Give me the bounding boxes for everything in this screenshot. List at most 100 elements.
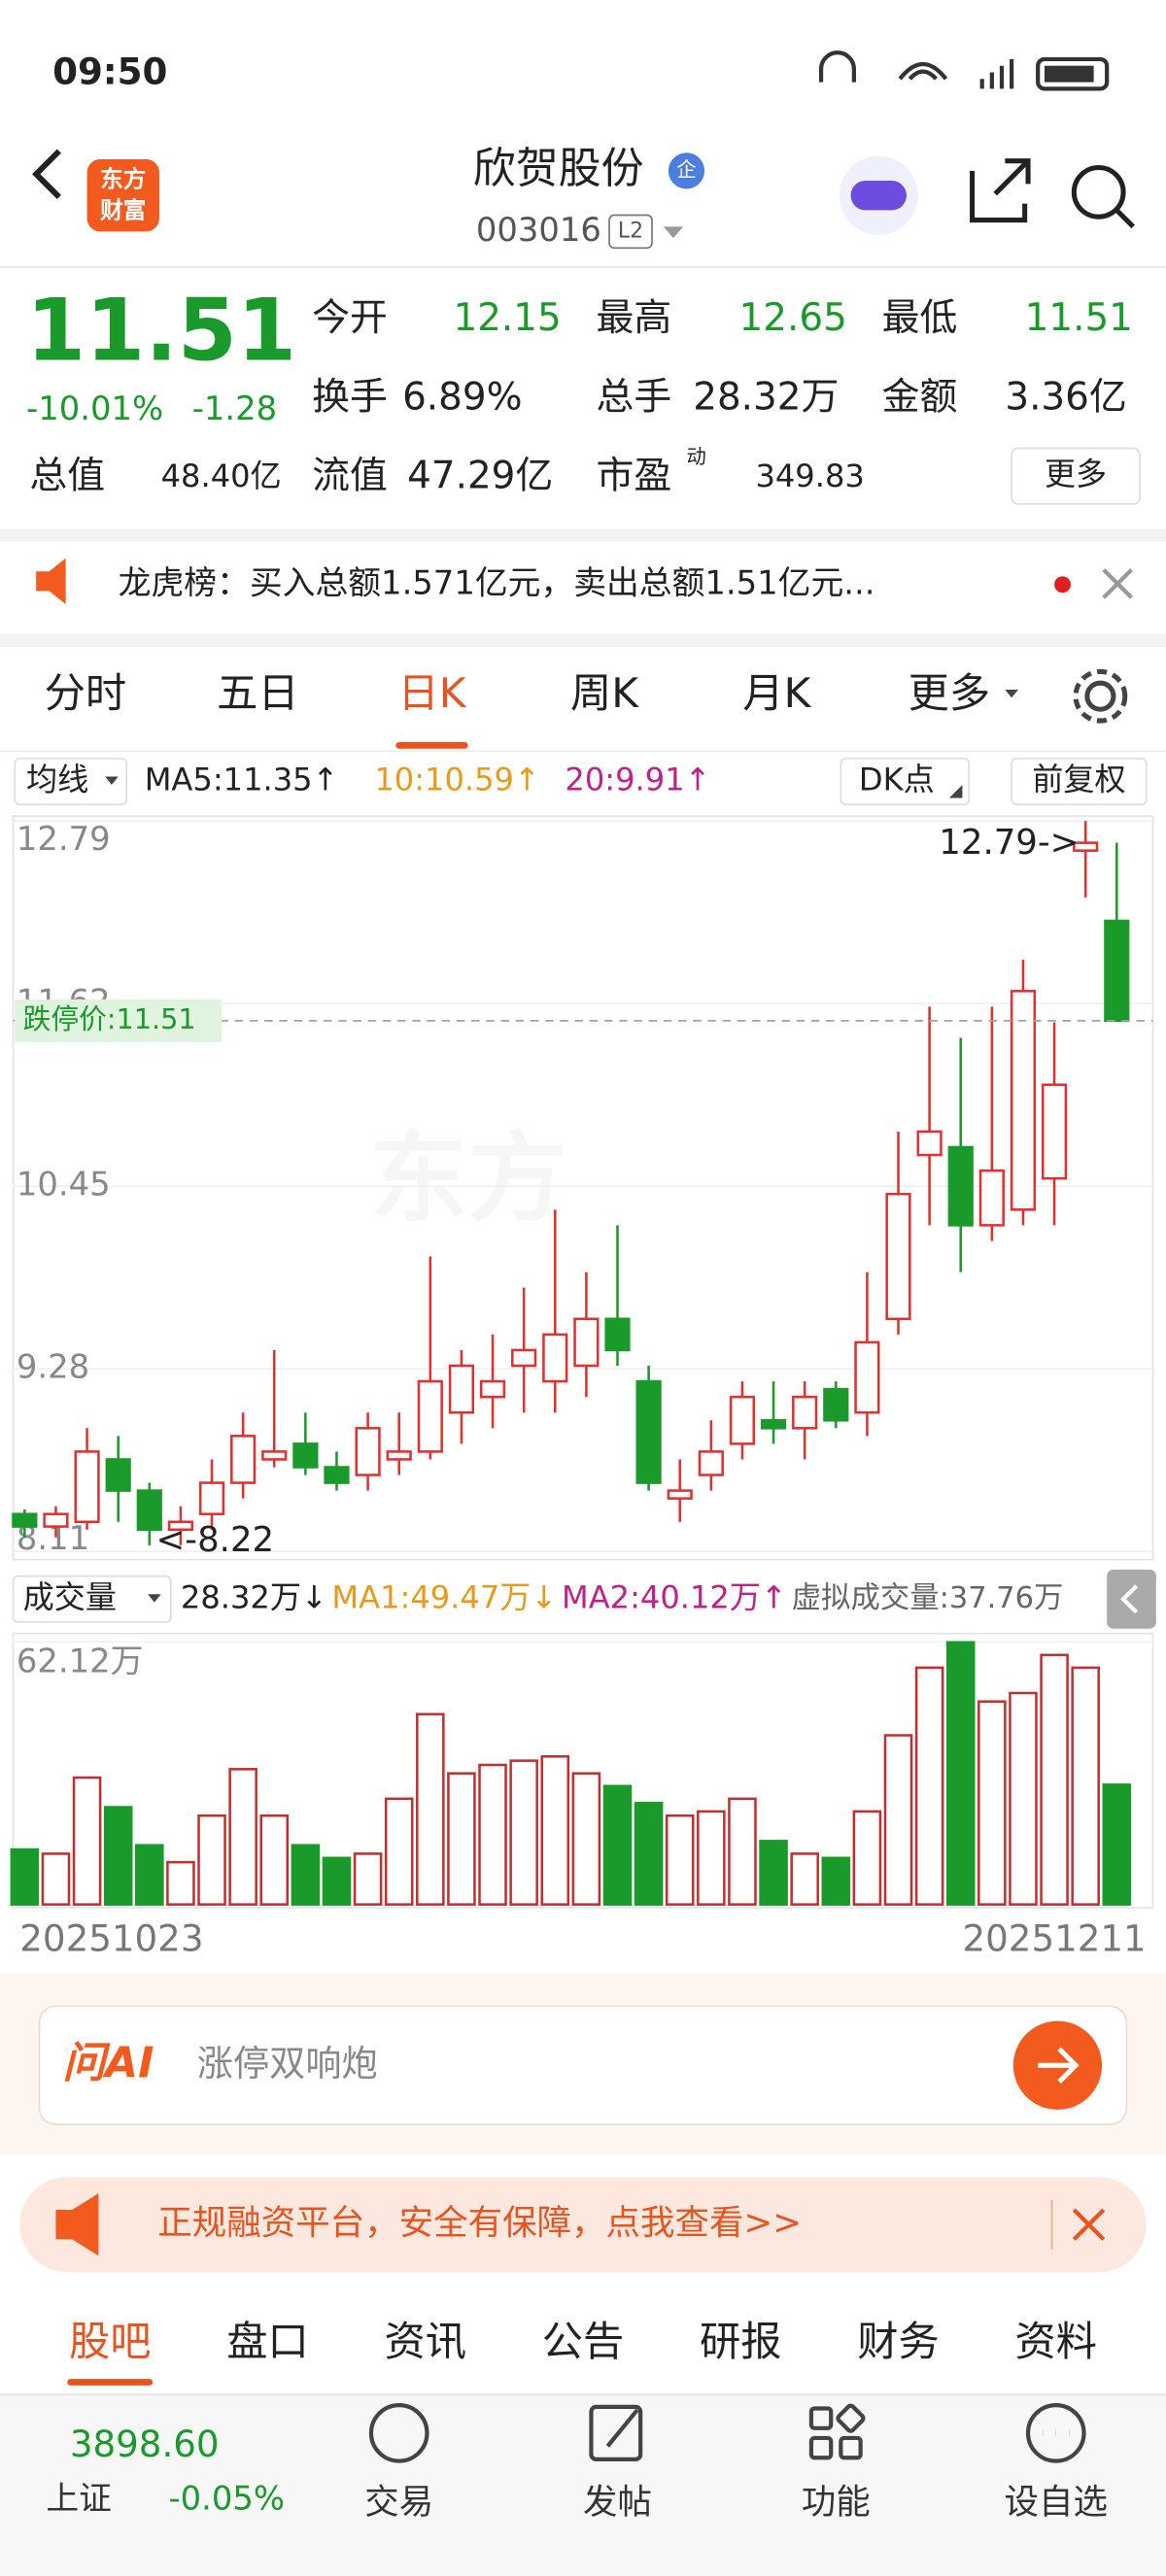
divider bbox=[0, 265, 1166, 268]
candle-body bbox=[1041, 1083, 1068, 1180]
limit-label: 跌停价:11.51 bbox=[23, 1002, 196, 1035]
volume-bar bbox=[945, 1641, 976, 1906]
notice-close[interactable] bbox=[1102, 568, 1134, 599]
y-tick-label: 12.79 bbox=[17, 820, 111, 858]
candle-body bbox=[198, 1481, 225, 1515]
bottom-bar bbox=[0, 2393, 1166, 2576]
tab-underline bbox=[395, 742, 468, 749]
ask-ai-brand: 问AI bbox=[62, 2038, 154, 2087]
candle-body bbox=[698, 1450, 724, 1476]
price-chart: 12.7911.6210.459.288.11跌停价:11.5112.79-><… bbox=[12, 820, 1153, 1560]
candle-body bbox=[12, 1512, 38, 1528]
fq-box[interactable] bbox=[1011, 758, 1148, 806]
dk-label: DK点 bbox=[859, 762, 935, 798]
period-tab[interactable]: 周K bbox=[570, 669, 639, 717]
volume-bar bbox=[821, 1856, 851, 1906]
volume-selector-box[interactable] bbox=[12, 1575, 172, 1623]
more-button[interactable] bbox=[1011, 447, 1141, 505]
candle-body bbox=[823, 1387, 849, 1422]
badge: 企 bbox=[676, 157, 696, 181]
sub-tab[interactable]: 财务 bbox=[857, 2318, 940, 2365]
high-annotation: 12.79-> bbox=[939, 823, 1079, 863]
badge-bg bbox=[668, 153, 705, 189]
banner-close[interactable] bbox=[1072, 2208, 1106, 2241]
volume-bar bbox=[1040, 1653, 1069, 1906]
volume-bar bbox=[665, 1813, 695, 1906]
volume-bar bbox=[1071, 1666, 1100, 1906]
candle-body bbox=[573, 1317, 600, 1368]
bottom-item[interactable]: 设自选 bbox=[1005, 2483, 1108, 2523]
ask-ai-box[interactable] bbox=[38, 2005, 1128, 2125]
volume-selector: 成交量 bbox=[23, 1578, 117, 1615]
field-value: 6.89% bbox=[402, 375, 522, 419]
virtual-volume: 虚拟成交量:37.76万 bbox=[792, 1581, 1064, 1615]
candle-body bbox=[261, 1450, 288, 1461]
banner[interactable] bbox=[19, 2177, 1147, 2273]
avatar-face bbox=[850, 181, 907, 211]
volume-bar bbox=[1102, 1783, 1132, 1906]
volume-chart: 62.12万 20251023 20251211 bbox=[10, 1641, 1153, 1959]
quote-fields: 今开 12.15 最高 12.65 最低 11.51 换手 6.89% 总手 28.32万 金额 3.… bbox=[29, 296, 1132, 497]
ma20: 20:9.91↑ bbox=[565, 762, 710, 798]
volume-bar bbox=[509, 1759, 538, 1906]
field-value: 12.65 bbox=[739, 296, 847, 340]
field-label: 总值 bbox=[29, 454, 105, 497]
ma-selector: 均线 bbox=[26, 762, 88, 798]
candle-body bbox=[74, 1450, 100, 1524]
volume-bar bbox=[166, 1860, 195, 1906]
search-button[interactable] bbox=[1071, 164, 1135, 229]
y-tick-label: 10.45 bbox=[17, 1166, 111, 1203]
period-tab[interactable]: 分时 bbox=[45, 669, 127, 717]
dk-box[interactable] bbox=[840, 758, 971, 806]
volume-bar bbox=[322, 1856, 352, 1906]
ma10: 10:10.59↑ bbox=[374, 762, 540, 798]
sub-tab[interactable]: 盘口 bbox=[226, 2318, 309, 2365]
sub-tab[interactable]: 公告 bbox=[542, 2318, 624, 2365]
field-label: 总手 bbox=[597, 375, 672, 419]
limit-label-bg bbox=[15, 999, 223, 1042]
notice[interactable]: 龙虎榜：买入总额1.571亿元，卖出总额1.51亿元... bbox=[119, 563, 875, 601]
candle-body bbox=[760, 1419, 787, 1430]
volume-bar bbox=[977, 1700, 1007, 1906]
volume-bar bbox=[353, 1852, 383, 1906]
logo-line: 财富 bbox=[100, 197, 146, 224]
field-label: 市盈 bbox=[597, 454, 672, 497]
candle-body bbox=[386, 1450, 412, 1461]
candle-body bbox=[1073, 841, 1099, 852]
sub-tab[interactable]: 股吧 bbox=[69, 2318, 152, 2365]
settings-button[interactable] bbox=[1073, 668, 1128, 724]
band bbox=[0, 528, 1166, 542]
volume-bar bbox=[10, 1847, 40, 1906]
stock-name: 欣贺股份 bbox=[473, 144, 644, 193]
sub-tab-underline bbox=[67, 2379, 154, 2386]
divider bbox=[1050, 2199, 1053, 2250]
watermark: 东方 bbox=[369, 1121, 566, 1236]
sub-tab[interactable]: 资讯 bbox=[384, 2318, 466, 2365]
bottom-item[interactable]: 发帖 bbox=[583, 2483, 652, 2523]
candle-body bbox=[729, 1395, 756, 1445]
volume-bar bbox=[914, 1666, 944, 1906]
speaker-icon bbox=[36, 558, 66, 605]
app-logo bbox=[86, 159, 159, 232]
banner-text: 正规融资平台，安全有保障，点我查看>> bbox=[157, 2203, 802, 2243]
sub-tab[interactable]: 资料 bbox=[1015, 2318, 1098, 2365]
candle-body bbox=[978, 1169, 1005, 1227]
candle-body bbox=[1010, 990, 1037, 1211]
period-tab[interactable]: 月K bbox=[742, 669, 811, 717]
sub-tab[interactable]: 研报 bbox=[700, 2318, 782, 2365]
volume-bar bbox=[759, 1840, 788, 1906]
bottom-item[interactable]: 交易 bbox=[364, 2483, 433, 2523]
field-value: 28.32万 bbox=[693, 375, 839, 419]
price-panel bbox=[12, 815, 1154, 1561]
ma5: MA5:11.35↑ bbox=[145, 762, 339, 798]
share-button[interactable] bbox=[970, 158, 1031, 223]
level: L2 bbox=[618, 219, 643, 243]
collapse-tab[interactable] bbox=[1107, 1569, 1156, 1629]
bottom-item[interactable]: 功能 bbox=[802, 2483, 871, 2523]
period-tab[interactable]: 五日 bbox=[217, 669, 299, 717]
period-tab[interactable]: 更多 bbox=[909, 669, 991, 717]
back-button[interactable] bbox=[32, 149, 61, 199]
notice-dot bbox=[1054, 576, 1071, 593]
ma-selector-box[interactable] bbox=[14, 758, 127, 806]
period-tab[interactable]: 日K bbox=[398, 669, 467, 717]
